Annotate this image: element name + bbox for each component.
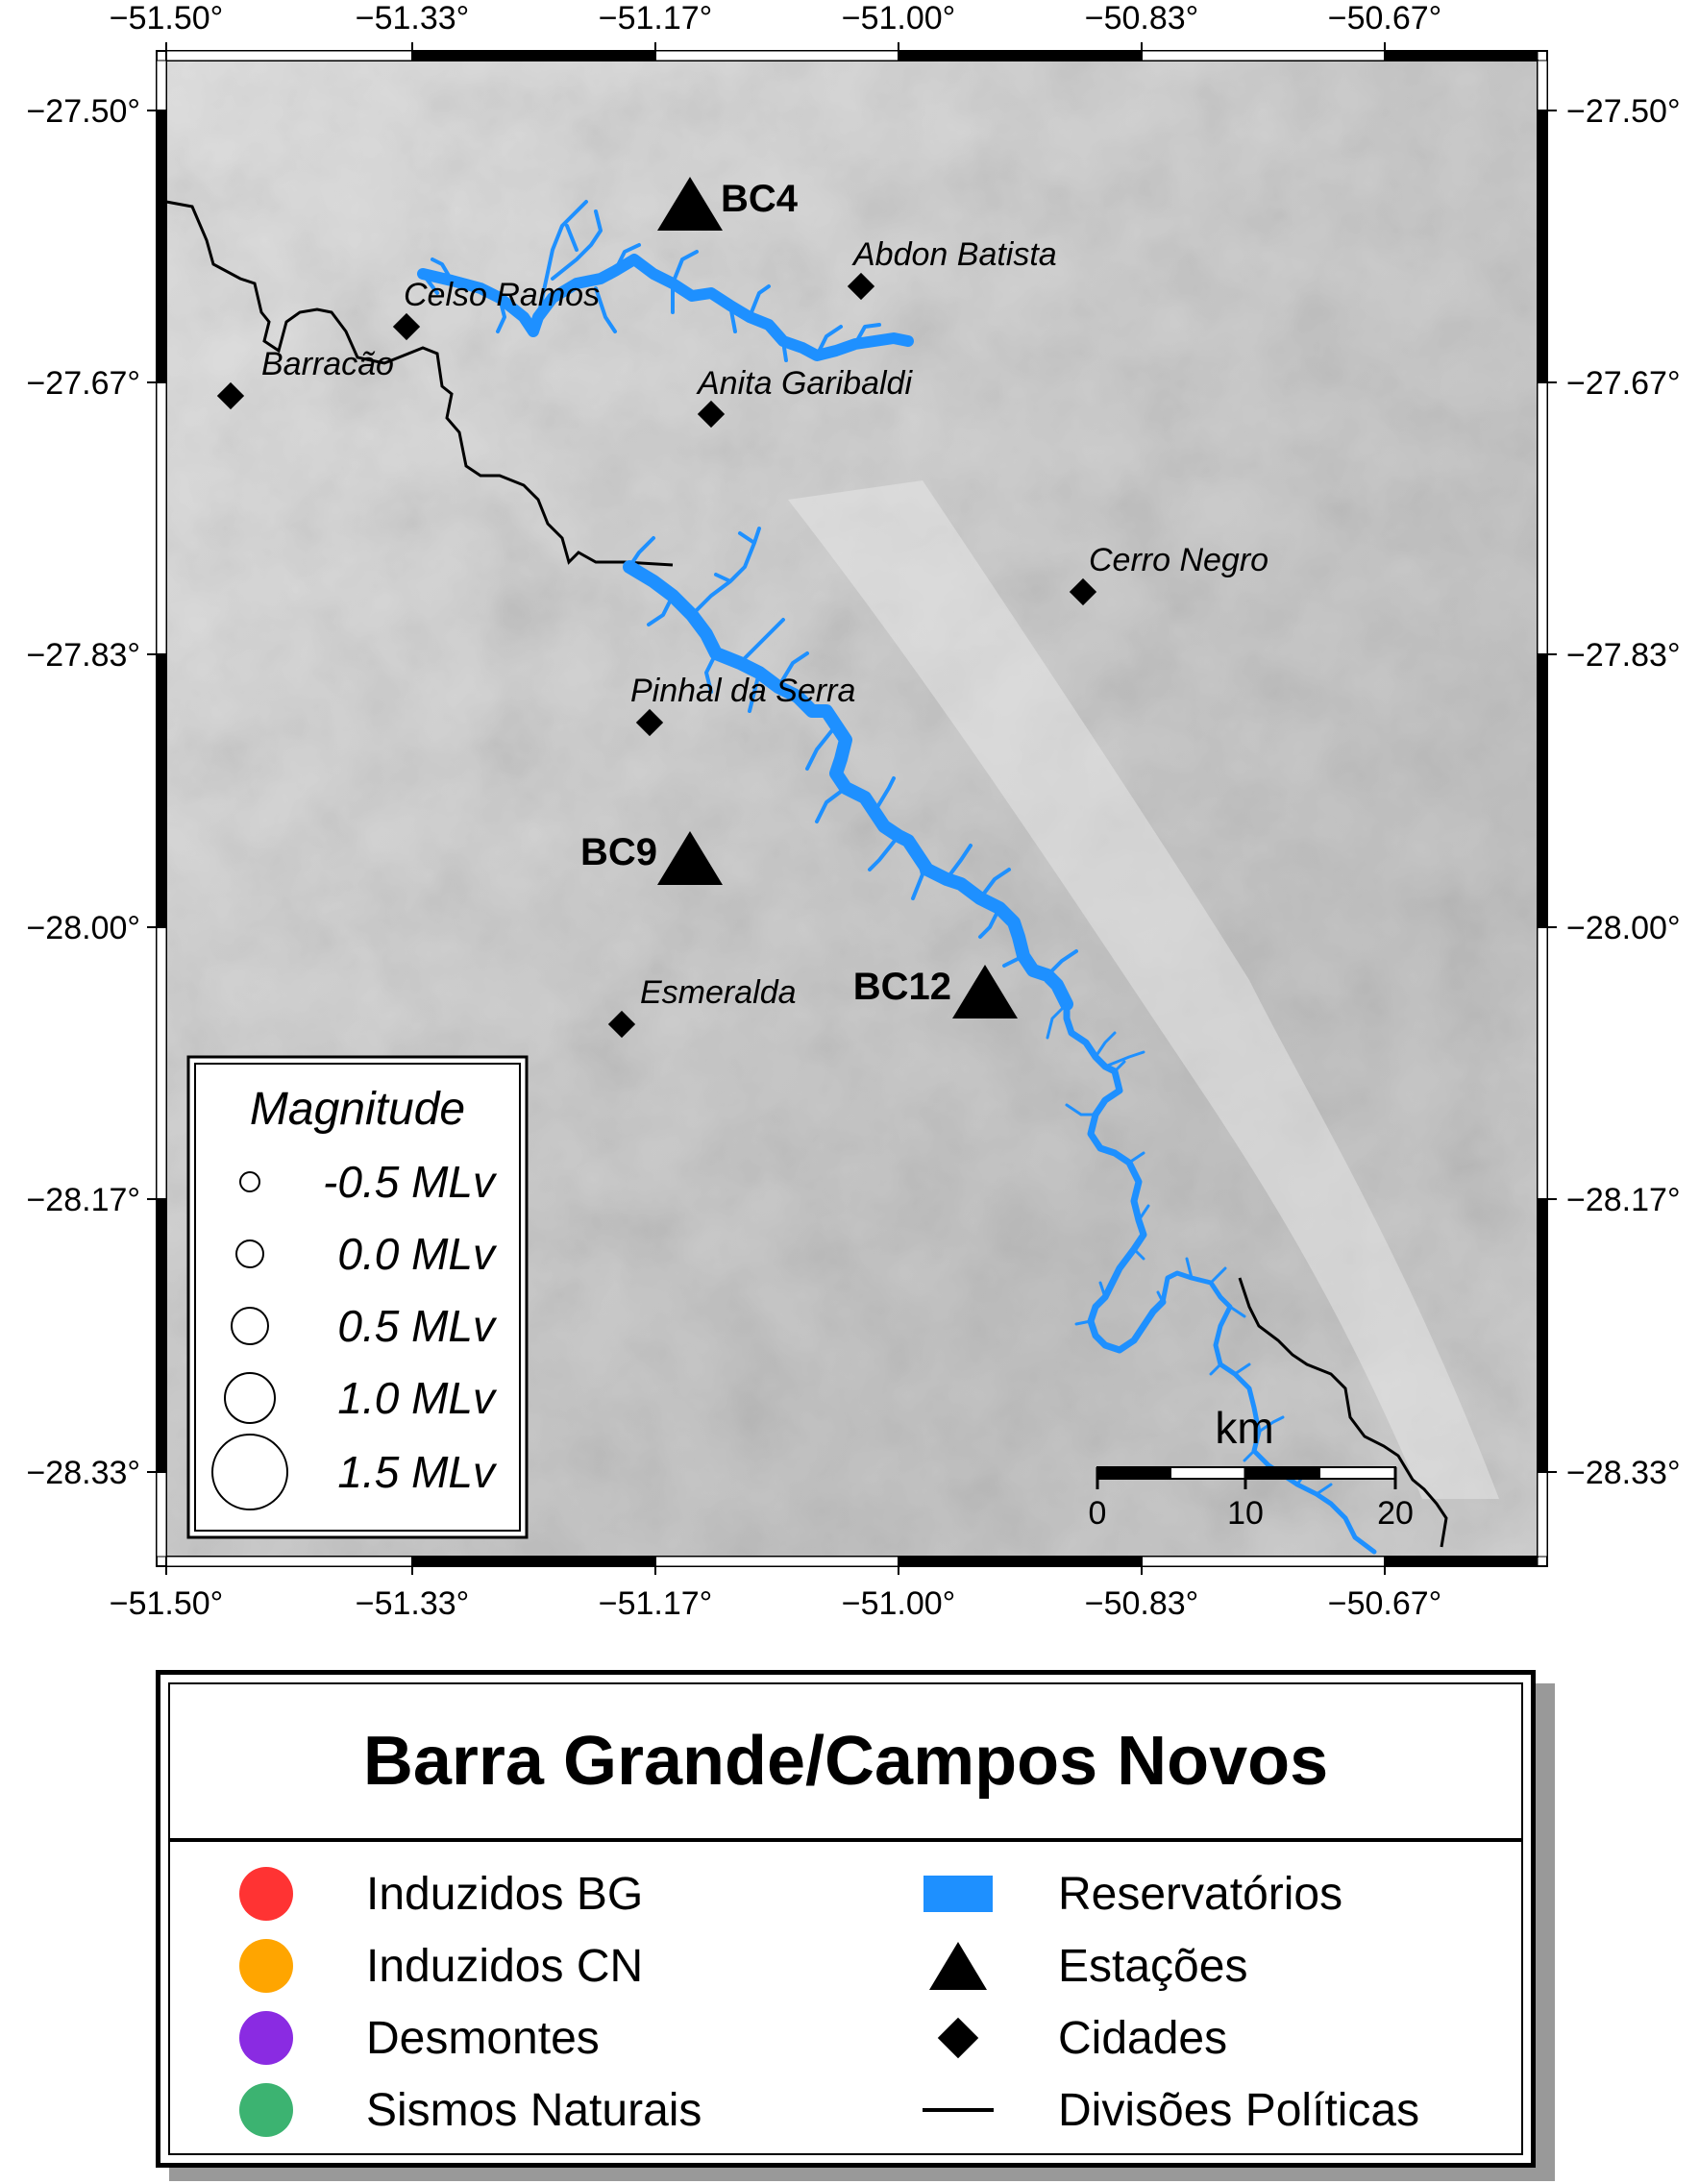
magnitude-label: 1.0 MLv	[337, 1373, 498, 1423]
station-label: BC4	[721, 178, 799, 220]
map-figure: −51.50° −51.50° −51.33° −51.33° −51.17° −51.1…	[26, 0, 1680, 1622]
scale-bar-unit: km	[1215, 1403, 1273, 1453]
city-marker	[392, 312, 421, 341]
legend-item-label: Induzidos BG	[366, 1868, 644, 1920]
station-marker	[657, 831, 723, 885]
station-marker	[952, 965, 1018, 1018]
magnitude-label: 0.0 MLv	[337, 1229, 498, 1279]
legend-item: Estações	[920, 1937, 1247, 1995]
lon-tick-label-bottom: −50.67°	[1328, 1585, 1442, 1622]
magnitude-legend: Magnitude -0.5 MLv 0.0 MLv 0.5 MLv 1.0 MLv 1…	[186, 1055, 529, 1539]
city-label: Esmeralda	[640, 974, 797, 1011]
city-label: Barracão	[261, 346, 394, 382]
legend-item: Reservatórios	[920, 1865, 1342, 1923]
station-label: BC12	[853, 966, 951, 1008]
magnitude-circle	[211, 1434, 288, 1510]
lat-tick-label-right: −28.00°	[1566, 910, 1681, 946]
magnitude-circle	[231, 1307, 269, 1345]
cities-layer: Abdon Batista Celso Ramos Barracão Anita Ga…	[216, 236, 1268, 1039]
lat-tick-label-left: −27.83°	[26, 637, 140, 674]
legend-item: Sismos Naturais	[228, 2081, 702, 2139]
magnitude-circle	[239, 1171, 260, 1192]
political-division-line-south	[1238, 1277, 1448, 1548]
city-marker	[697, 400, 726, 429]
lat-tick-label-left: −27.50°	[26, 93, 140, 130]
legend-item: Cidades	[920, 2009, 1227, 2067]
city-label: Pinhal da Serra	[630, 673, 855, 709]
legend-item-label: Sismos Naturais	[366, 2084, 702, 2136]
legend-item: Induzidos BG	[228, 1865, 643, 1923]
main-legend-inner: Barra Grande/Campos Novos Induzidos BG In…	[168, 1682, 1523, 2155]
legend-item-label: Cidades	[1058, 2012, 1228, 2064]
legend-circle-symbol	[228, 1865, 305, 1923]
stations-layer: BC4 BC9 BC12	[580, 177, 1018, 1018]
magnitude-label: 1.5 MLv	[337, 1447, 498, 1497]
city-marker	[635, 708, 664, 737]
lat-tick-label-left: −28.33°	[26, 1455, 140, 1491]
city-marker	[847, 272, 875, 301]
legend-item-label: Reservatórios	[1058, 1868, 1343, 1920]
lat-tick-label-right: −28.33°	[1566, 1455, 1681, 1491]
magnitude-circle	[224, 1372, 276, 1424]
city-marker	[607, 1010, 636, 1039]
legend-rectangle-symbol	[920, 1865, 997, 1923]
lat-tick-label-right: −27.67°	[1566, 365, 1681, 402]
station-label: BC9	[580, 831, 657, 873]
lon-tick-label-top: −51.17°	[599, 0, 713, 37]
legend-line-symbol	[920, 2081, 997, 2139]
lon-tick-label-bottom: −51.50°	[110, 1585, 224, 1622]
city-label: Abdon Batista	[851, 236, 1057, 273]
legend-item: Divisões Políticas	[920, 2081, 1419, 2139]
city-marker	[1069, 577, 1097, 606]
scale-bar: km 0 10 20	[1089, 1403, 1414, 1532]
lon-tick-label-top: −51.00°	[842, 0, 956, 37]
main-legend: Barra Grande/Campos Novos Induzidos BG In…	[156, 1670, 1536, 2168]
political-division-line	[165, 200, 674, 567]
station-marker	[657, 177, 723, 231]
magnitude-legend-title: Magnitude	[250, 1084, 465, 1135]
legend-item-label: Divisões Políticas	[1058, 2084, 1420, 2136]
axis-tick-labels: −51.50° −51.50° −51.33° −51.33° −51.17° −51.1…	[26, 0, 1680, 1622]
lat-tick-label-left: −28.17°	[26, 1182, 140, 1218]
lat-tick-label-right: −28.17°	[1566, 1182, 1681, 1218]
lon-tick-label-bottom: −51.33°	[356, 1585, 470, 1622]
magnitude-label: -0.5 MLv	[323, 1157, 498, 1207]
reservoirs	[417, 200, 1377, 1555]
lon-tick-label-top: −50.67°	[1328, 0, 1442, 37]
legend-item: Induzidos CN	[228, 1937, 643, 1995]
legend-circle-symbol	[228, 2081, 305, 2139]
legend-circle-symbol	[228, 2009, 305, 2067]
legend-triangle-symbol	[920, 1937, 997, 1995]
scale-bar-tick-label: 0	[1089, 1495, 1107, 1532]
legend-item-label: Estações	[1058, 1940, 1248, 1992]
legend-item-label: Desmontes	[366, 2012, 600, 2064]
legend-circle-symbol	[228, 1937, 305, 1995]
city-label: Anita Garibaldi	[696, 365, 913, 402]
magnitude-circle	[235, 1239, 264, 1268]
scale-bar-tick-label: 20	[1377, 1495, 1414, 1532]
lat-tick-label-right: −27.83°	[1566, 637, 1681, 674]
legend-item-label: Induzidos CN	[366, 1940, 644, 1992]
city-label: Cerro Negro	[1089, 542, 1268, 578]
scale-bar-tick-label: 10	[1227, 1495, 1264, 1532]
legend-diamond-symbol	[920, 2009, 997, 2067]
lat-tick-label-right: −27.50°	[1566, 93, 1681, 130]
lon-tick-label-top: −51.50°	[110, 0, 224, 37]
magnitude-label: 0.5 MLv	[337, 1301, 498, 1351]
city-label: Celso Ramos	[404, 277, 600, 313]
lon-tick-label-bottom: −50.83°	[1085, 1585, 1199, 1622]
legend-title: Barra Grande/Campos Novos	[170, 1684, 1521, 1842]
lon-tick-label-bottom: −51.00°	[842, 1585, 956, 1622]
legend-item: Desmontes	[228, 2009, 600, 2067]
lon-tick-label-top: −50.83°	[1085, 0, 1199, 37]
lat-tick-label-left: −28.00°	[26, 910, 140, 946]
lon-tick-label-bottom: −51.17°	[599, 1585, 713, 1622]
lat-tick-label-left: −27.67°	[26, 365, 140, 402]
lon-tick-label-top: −51.33°	[356, 0, 470, 37]
